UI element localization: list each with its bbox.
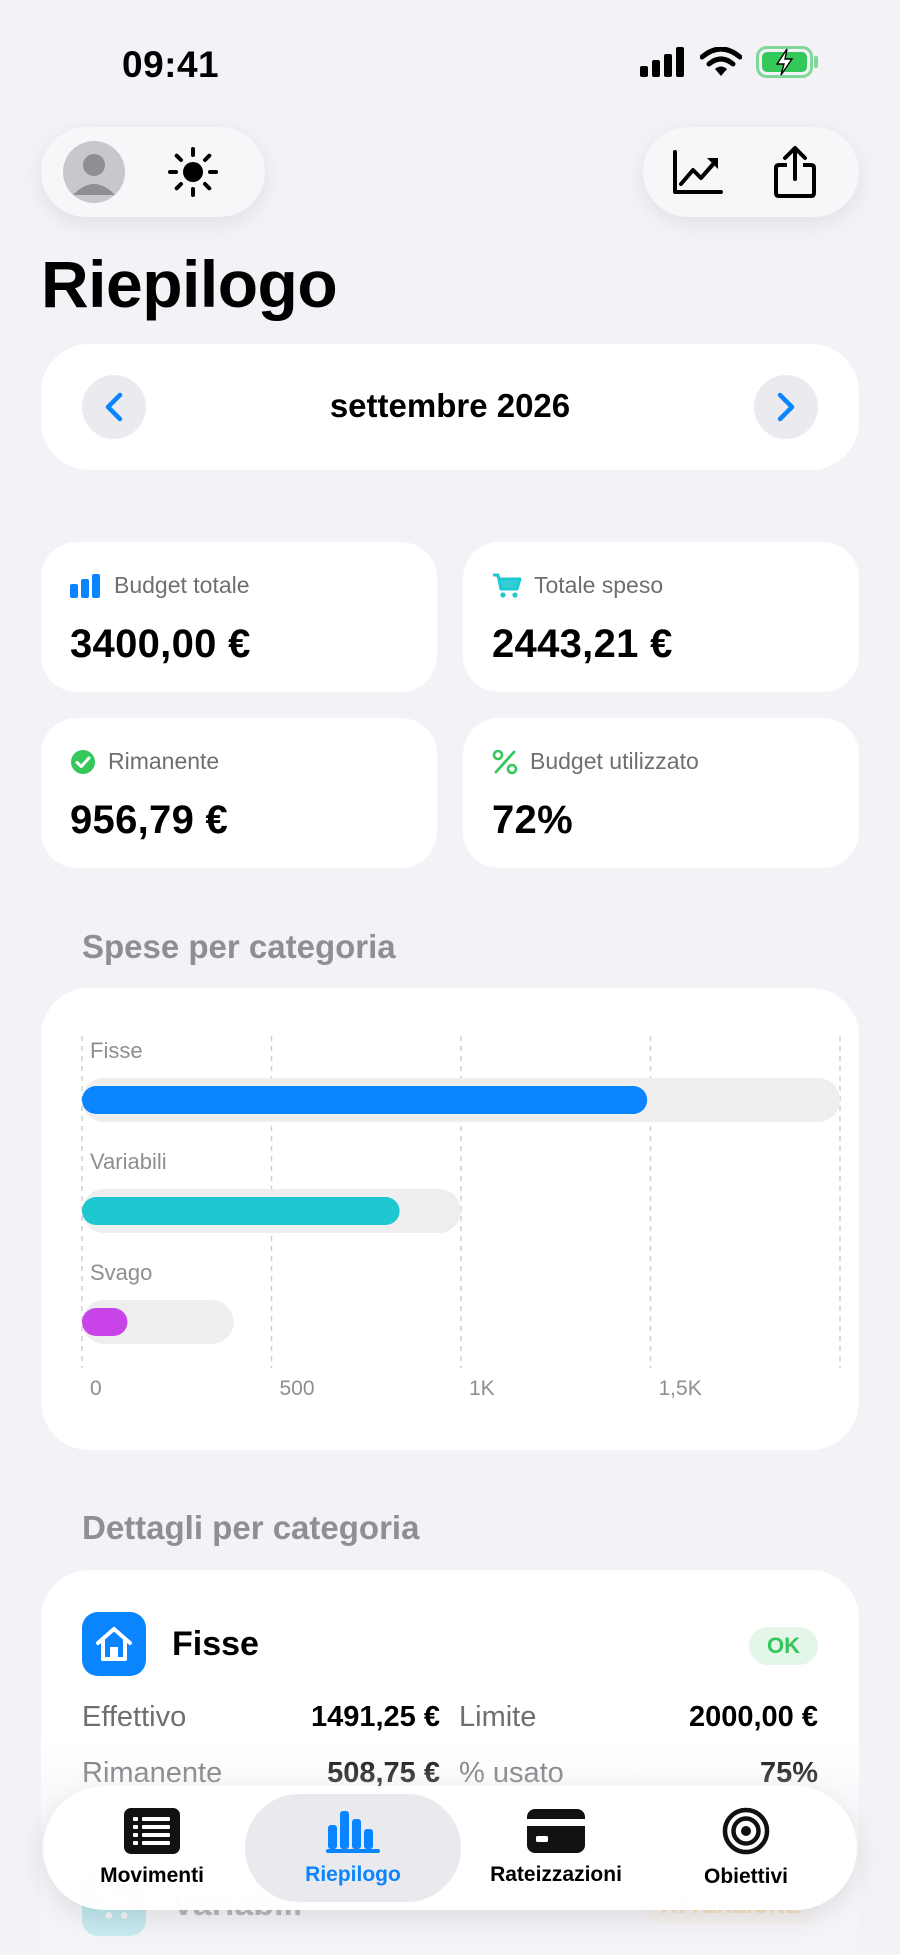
status-badge: OK (749, 1627, 818, 1665)
list-icon (124, 1808, 180, 1854)
tab-bar: Movimenti Riepilogo Rateizzazioni Obiett… (43, 1786, 857, 1910)
stat-card-remaining: Rimanente 956,79 € (41, 718, 437, 868)
share-icon[interactable] (773, 145, 817, 199)
tab-label: Rateizzazioni (490, 1863, 622, 1886)
chart-tick-label: 1,5K (659, 1377, 702, 1400)
stat-card-budget-used: Budget utilizzato 72% (463, 718, 859, 868)
stat-label: Totale speso (534, 572, 664, 598)
chart-tick-label: 500 (280, 1377, 315, 1400)
metric-label: Limite (459, 1701, 537, 1733)
stat-label: Budget utilizzato (530, 748, 699, 774)
cart-icon (493, 573, 522, 598)
chart-category-label: Variabili (90, 1149, 167, 1174)
month-label: settembre 2026 (329, 387, 571, 424)
stat-card-budget-total: Budget totale 3400,00 € (41, 542, 437, 692)
house-icon (96, 1627, 132, 1661)
tab-label: Obiettivi (703, 1865, 788, 1888)
chart-bar[interactable] (82, 1197, 400, 1225)
details-section-title: Dettagli per categoria (82, 1509, 420, 1546)
stat-label: Rimanente (108, 748, 220, 774)
tab-label: Riepilogo (305, 1863, 401, 1886)
chart-category-label: Fisse (90, 1038, 143, 1063)
actions-pill (643, 127, 859, 217)
profile-theme-pill (41, 127, 265, 217)
chart-tick-label: 0 (90, 1377, 102, 1400)
stat-value: 2443,21 € (492, 622, 673, 666)
status-bar: 09:41 (0, 0, 900, 130)
sun-icon[interactable] (167, 146, 219, 198)
chart-tick-label: 1K (469, 1377, 495, 1400)
stat-label: Budget totale (114, 572, 250, 598)
trend-chart-icon[interactable] (671, 148, 723, 196)
percent-icon (492, 749, 518, 774)
cellular-signal-icon (640, 47, 684, 77)
tab-riepilogo[interactable]: Riepilogo (245, 1794, 461, 1902)
page-title: Riepilogo (41, 247, 338, 321)
chevron-right-icon (777, 392, 795, 422)
tab-obiettivi[interactable]: Obiettivi (655, 1794, 837, 1902)
category-chart: Fisse Variabili Svago 0 500 1K 1,5K (41, 988, 859, 1450)
previous-month-button[interactable] (82, 375, 146, 439)
metric-value: 1491,25 € (310, 1701, 440, 1733)
stat-value: 72% (492, 798, 573, 842)
metric-label: Effettivo (82, 1701, 187, 1733)
chart-category-label: Svago (90, 1260, 152, 1285)
next-month-button[interactable] (754, 375, 818, 439)
stat-value: 956,79 € (70, 798, 229, 842)
avatar[interactable] (63, 141, 125, 203)
chart-section-title: Spese per categoria (82, 928, 396, 965)
stat-value: 3400,00 € (70, 622, 251, 666)
stat-card-total-spent: Totale speso 2443,21 € (463, 542, 859, 692)
tab-label: Movimenti (100, 1864, 204, 1887)
category-name: Fisse (172, 1625, 259, 1663)
category-bar-chart: Fisse Variabili Svago 0 500 1K 1,5K (81, 1036, 841, 1400)
metric-value: 2000,00 € (688, 1701, 818, 1733)
credit-card-icon (527, 1809, 585, 1853)
tab-movimenti[interactable]: Movimenti (63, 1794, 241, 1902)
bar-chart-icon (70, 573, 100, 598)
bar-chart-icon (326, 1811, 380, 1853)
chart-bar[interactable] (82, 1308, 128, 1336)
battery-charging-icon (756, 46, 818, 78)
status-icons (640, 46, 820, 78)
target-icon (722, 1807, 770, 1855)
person-icon (73, 154, 115, 195)
wifi-icon (700, 47, 742, 76)
check-circle-icon (71, 749, 95, 774)
month-selector: settembre 2026 (41, 344, 859, 470)
tab-rateizzazioni[interactable]: Rateizzazioni (461, 1794, 651, 1902)
status-time: 09:41 (122, 44, 220, 85)
chevron-left-icon (105, 392, 123, 422)
category-icon-badge (82, 1612, 146, 1676)
chart-bar[interactable] (82, 1086, 648, 1114)
